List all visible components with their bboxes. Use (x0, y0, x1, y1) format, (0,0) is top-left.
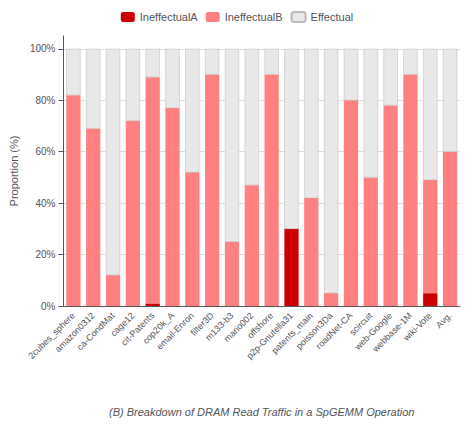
svg-text:roadNet-CA: roadNet-CA (313, 310, 355, 352)
svg-text:offshore: offshore (245, 310, 276, 341)
svg-text:Proportion (%): Proportion (%) (8, 136, 20, 207)
svg-text:p2p-Gnutella31: p2p-Gnutella31 (244, 310, 295, 361)
svg-text:mario002: mario002 (221, 310, 256, 344)
svg-text:m133-b3: m133-b3 (203, 310, 236, 343)
svg-text:cop20k_A: cop20k_A (140, 310, 177, 346)
svg-text:Effectual: Effectual (311, 11, 354, 23)
svg-text:amazon0312: amazon0312 (52, 310, 97, 355)
svg-text:wiki-Vote: wiki-Vote (401, 310, 434, 343)
svg-text:60%: 60% (35, 146, 55, 157)
svg-text:web-Google: web-Google (352, 310, 395, 352)
svg-text:email-Enron: email-Enron (154, 310, 196, 352)
svg-text:webbase-1M: webbase-1M (370, 310, 414, 354)
svg-text:filter3D: filter3D (188, 310, 216, 338)
svg-text:100%: 100% (30, 43, 56, 54)
svg-text:2cubes_sphere: 2cubes_sphere (26, 310, 77, 361)
svg-text:ca-CondMat: ca-CondMat (74, 310, 117, 353)
svg-text:80%: 80% (35, 95, 55, 106)
svg-text:20%: 20% (35, 249, 55, 260)
svg-text:patents_main: patents_main (269, 310, 315, 356)
svg-text:cage12: cage12 (108, 310, 137, 339)
svg-text:scircuit: scircuit (347, 310, 375, 338)
svg-text:(B) Breakdown of DRAM Read Tra: (B) Breakdown of DRAM Read Traffic in a … (109, 406, 414, 418)
svg-text:Avg.: Avg. (434, 310, 454, 330)
svg-text:IneffectualB: IneffectualB (225, 11, 283, 23)
svg-text:0%: 0% (41, 301, 56, 312)
svg-text:poisson3Da: poisson3Da (294, 310, 335, 352)
svg-text:cit-Patents: cit-Patents (119, 310, 157, 348)
svg-text:40%: 40% (35, 198, 55, 209)
svg-text:IneffectualA: IneffectualA (140, 11, 199, 23)
